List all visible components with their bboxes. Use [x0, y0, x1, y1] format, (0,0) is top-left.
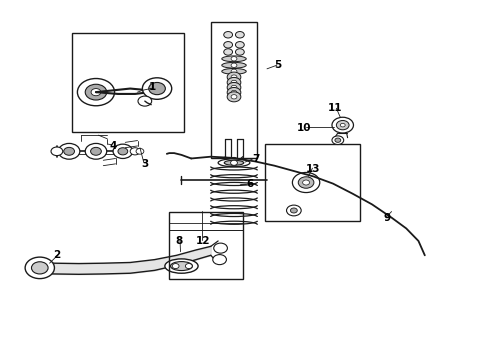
Text: 13: 13 [306, 164, 320, 174]
Circle shape [214, 243, 227, 253]
Text: 8: 8 [175, 236, 183, 246]
Circle shape [224, 32, 233, 38]
Circle shape [224, 41, 233, 48]
Circle shape [185, 264, 192, 269]
Text: 2: 2 [53, 250, 60, 260]
Text: 3: 3 [141, 159, 148, 169]
Circle shape [287, 205, 301, 216]
Text: 4: 4 [109, 141, 117, 151]
Circle shape [118, 148, 128, 155]
Circle shape [231, 69, 237, 73]
Circle shape [58, 143, 80, 159]
Text: 1: 1 [148, 82, 156, 92]
Circle shape [231, 80, 237, 85]
Circle shape [231, 57, 237, 61]
Circle shape [227, 77, 241, 87]
Circle shape [236, 32, 245, 38]
Circle shape [303, 180, 310, 185]
Circle shape [91, 89, 101, 96]
Text: 5: 5 [274, 60, 282, 70]
Circle shape [85, 84, 107, 100]
Circle shape [213, 255, 226, 265]
Circle shape [172, 264, 179, 269]
Circle shape [143, 78, 172, 99]
Circle shape [31, 262, 48, 274]
Bar [72, 33, 184, 132]
Circle shape [227, 92, 241, 102]
Text: 7: 7 [252, 154, 259, 164]
Circle shape [231, 85, 237, 90]
Circle shape [77, 78, 115, 106]
Bar [265, 144, 360, 221]
Ellipse shape [224, 160, 244, 165]
Text: 10: 10 [296, 123, 311, 133]
Circle shape [336, 121, 349, 130]
Circle shape [51, 147, 63, 156]
Circle shape [332, 117, 353, 133]
Circle shape [332, 136, 343, 144]
Circle shape [231, 75, 237, 79]
Circle shape [231, 95, 237, 99]
Circle shape [113, 144, 133, 158]
Circle shape [224, 49, 233, 55]
Text: 11: 11 [328, 103, 343, 113]
Circle shape [236, 41, 245, 48]
Circle shape [149, 82, 165, 95]
Text: 9: 9 [383, 213, 390, 222]
Circle shape [236, 49, 245, 55]
Circle shape [85, 143, 107, 159]
Ellipse shape [171, 262, 193, 271]
Circle shape [25, 257, 54, 279]
Circle shape [335, 138, 341, 142]
Ellipse shape [218, 159, 250, 167]
Text: 6: 6 [246, 179, 253, 189]
Circle shape [227, 82, 241, 93]
Circle shape [130, 148, 140, 155]
Ellipse shape [222, 62, 246, 68]
Circle shape [291, 208, 297, 213]
Circle shape [340, 123, 345, 127]
Bar [169, 212, 243, 279]
Circle shape [298, 177, 314, 188]
Circle shape [231, 90, 237, 95]
Ellipse shape [165, 259, 198, 273]
Circle shape [230, 157, 238, 163]
Circle shape [231, 160, 238, 165]
Circle shape [64, 147, 74, 155]
Circle shape [136, 148, 144, 154]
Text: 12: 12 [196, 236, 211, 246]
Circle shape [227, 72, 241, 82]
Circle shape [293, 172, 320, 193]
Circle shape [138, 96, 152, 106]
Circle shape [91, 147, 101, 155]
Bar [211, 22, 257, 158]
Ellipse shape [222, 68, 246, 74]
Circle shape [231, 63, 237, 67]
Ellipse shape [222, 56, 246, 62]
Circle shape [227, 87, 241, 98]
